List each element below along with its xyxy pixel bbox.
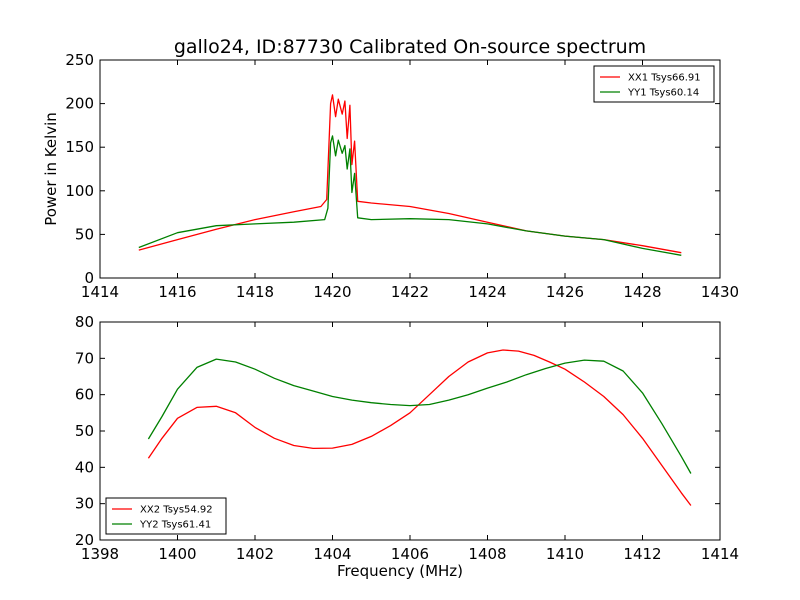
y-tick-label: 60 (75, 386, 94, 404)
x-tick-label: 1424 (468, 283, 506, 301)
y-tick-label: 100 (65, 182, 94, 200)
legend-label: YY2 Tsys61.41 (139, 520, 211, 531)
y-tick-label: 50 (75, 225, 94, 243)
chart-title: gallo24, ID:87730 Calibrated On-source s… (174, 36, 646, 58)
x-tick-label: 1422 (391, 283, 429, 301)
legend: XX1 Tsys66.91 YY1 Tsys60.14 (593, 65, 715, 103)
y-axis-label: Power in Kelvin (42, 112, 60, 226)
x-tick-label: 1414 (701, 545, 739, 563)
x-tick-label: 1402 (236, 545, 274, 563)
y-tick-label: 20 (75, 531, 94, 549)
legend-label: XX2 Tsys54.92 (140, 505, 213, 516)
y-tick-label: 50 (75, 422, 94, 440)
y-tick-label: 0 (84, 269, 94, 287)
legend-box (593, 65, 715, 103)
x-tick-label: 1412 (623, 545, 661, 563)
x-tick-label: 1420 (313, 283, 351, 301)
x-tick-label: 1414 (81, 283, 119, 301)
legend-label: XX1 Tsys66.91 (628, 73, 701, 84)
series-line-2 (147, 358, 692, 474)
y-tick-label: 40 (75, 458, 94, 476)
x-tick-label: 1428 (623, 283, 661, 301)
legend-box (105, 497, 227, 535)
y-tick-label: 150 (65, 138, 94, 156)
x-tick-label: 1408 (468, 545, 506, 563)
x-tick-label: 1400 (158, 545, 196, 563)
y-tick-label: 80 (75, 313, 94, 331)
x-tick-label: 1398 (81, 545, 119, 563)
series-line-2 (138, 135, 682, 256)
y-tick-label: 70 (75, 349, 94, 367)
series-line-1 (138, 94, 682, 254)
x-tick-label: 1410 (546, 545, 584, 563)
x-tick-label: 1418 (236, 283, 274, 301)
legend-label: YY1 Tsys60.14 (627, 88, 699, 99)
upper-spectrum-panel: 1414 1416 1418 1420 1422 1424 1426 1428 1430 0 50 1… (42, 51, 739, 301)
x-axis-label: Frequency (MHz) (337, 562, 463, 580)
lower-spectrum-panel: 1398 1400 1402 1404 1406 1408 1410 1412 1414 20 30… (75, 313, 739, 580)
x-tick-label: 1426 (546, 283, 584, 301)
y-tick-label: 200 (65, 95, 94, 113)
series-line-1 (147, 349, 692, 506)
x-tick-label: 1404 (313, 545, 351, 563)
x-tick-label: 1406 (391, 545, 429, 563)
y-tick-label: 250 (65, 51, 94, 69)
legend: XX2 Tsys54.92 YY2 Tsys61.41 (105, 497, 227, 535)
x-tick-label: 1416 (158, 283, 196, 301)
y-tick-label: 30 (75, 495, 94, 513)
x-tick-label: 1430 (701, 283, 739, 301)
